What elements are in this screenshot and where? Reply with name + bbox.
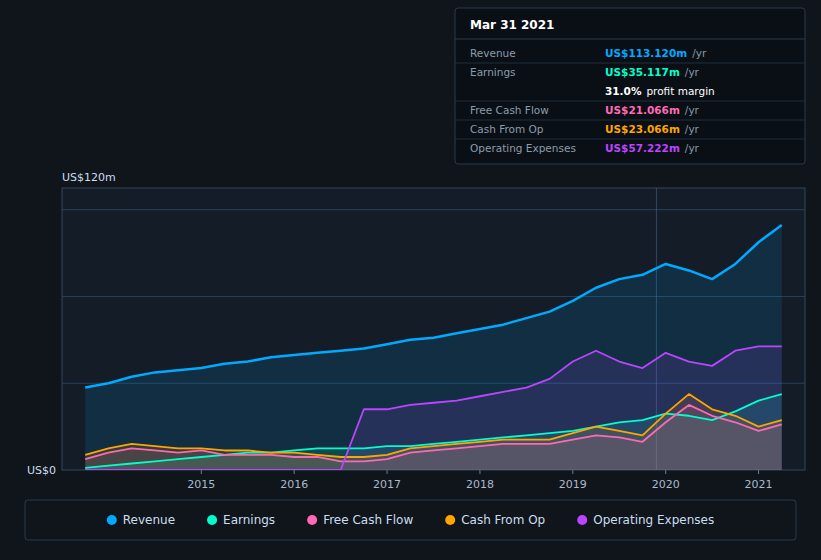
x-tick	[201, 470, 202, 474]
x-tick-label: 2018	[466, 478, 494, 491]
series-line	[85, 225, 782, 388]
info-label: Cash From Op	[470, 123, 544, 135]
separator	[455, 39, 805, 40]
legend-item: Revenue	[107, 513, 175, 527]
legend-item: Free Cash Flow	[307, 513, 413, 527]
legend: Revenue Earnings Free Cash Flow Cash From O…	[25, 500, 796, 540]
x-tick-label: 2017	[373, 478, 401, 491]
area-fill	[85, 225, 782, 470]
legend-marker	[445, 515, 455, 525]
annotation: US$0	[27, 464, 56, 477]
legend-marker	[307, 515, 317, 525]
legend-label: Earnings	[223, 513, 275, 527]
info-suffix: /yr	[685, 123, 700, 135]
info-value: US$113.120m	[605, 47, 687, 59]
x-tick	[294, 470, 295, 474]
x-tick-label: 2019	[559, 478, 587, 491]
grid-line	[62, 209, 805, 210]
info-suffix: /yr	[692, 47, 707, 59]
legend-label: Free Cash Flow	[323, 513, 413, 527]
info-box: Mar 31 2021 Revenue US$113.120m/yr Earnings…	[455, 8, 805, 164]
info-value: US$35.117m	[605, 66, 680, 78]
x-tick-label: 2016	[280, 478, 308, 491]
x-tick-label: 2015	[187, 478, 215, 491]
legend-item: Operating Expenses	[577, 513, 714, 527]
legend-item: Cash From Op	[445, 513, 545, 527]
legend-frame	[25, 500, 796, 540]
separator	[455, 63, 805, 64]
info-suffix: /yr	[685, 66, 700, 78]
legend-marker	[577, 515, 587, 525]
info-value: 31.0%	[605, 85, 642, 97]
area-fill	[85, 346, 782, 470]
info-label: Earnings	[470, 66, 516, 78]
x-tick-label: 2020	[652, 478, 680, 491]
plot-frame	[62, 188, 805, 470]
x-tick-label: 2021	[745, 478, 773, 491]
x-tick	[572, 470, 573, 474]
info-value: US$21.066m	[605, 104, 680, 116]
background	[0, 0, 821, 560]
legend-marker	[207, 515, 217, 525]
info-suffix: profit margin	[646, 85, 714, 97]
plot-marks	[85, 188, 782, 470]
info-suffix: /yr	[685, 142, 700, 154]
info-suffix: /yr	[685, 104, 700, 116]
separator	[455, 139, 805, 140]
info-label: Revenue	[470, 47, 516, 59]
legend-label: Operating Expenses	[593, 513, 714, 527]
info-value: US$23.066m	[605, 123, 680, 135]
info-label: Free Cash Flow	[470, 104, 549, 116]
x-tick	[665, 470, 666, 474]
info-label: Operating Expenses	[470, 142, 576, 154]
series-line	[85, 405, 782, 461]
y-label: US$120m	[62, 171, 116, 184]
separator	[455, 120, 805, 121]
legend-label: Cash From Op	[461, 513, 545, 527]
separator	[455, 101, 805, 102]
series-line	[85, 346, 782, 470]
info-box-frame	[455, 8, 805, 164]
info-value: US$57.222m	[605, 142, 680, 154]
legend-marker	[107, 515, 117, 525]
chart: 2015 2016 2017 2018 2019 2020 2021 US$120m US$0 M…	[0, 0, 821, 560]
x-tick	[758, 470, 759, 474]
series-line	[85, 394, 782, 468]
legend-label: Revenue	[123, 513, 175, 527]
x-tick	[387, 470, 388, 474]
legend-item: Earnings	[207, 513, 275, 527]
x-tick	[479, 470, 480, 474]
info-box-title: Mar 31 2021	[470, 18, 554, 32]
